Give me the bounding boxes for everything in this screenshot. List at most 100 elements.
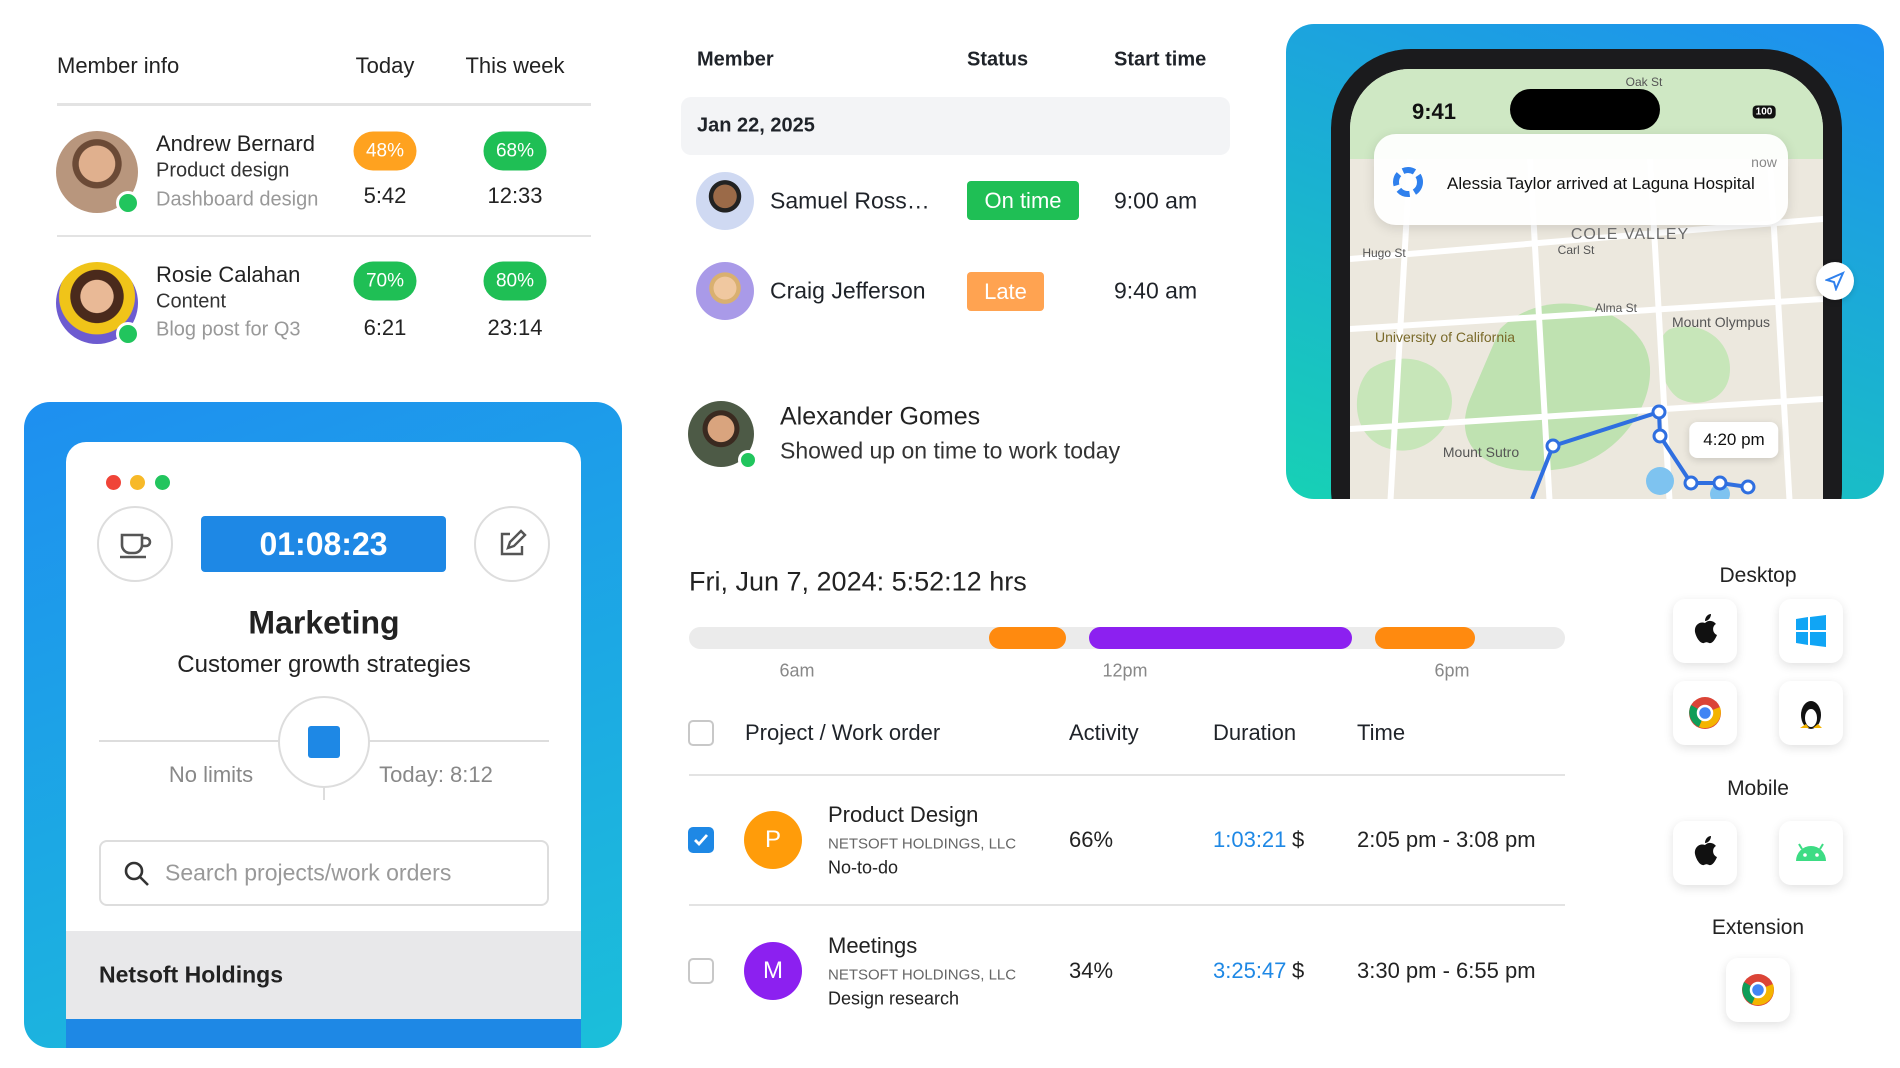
- task-name: Customer growth strategies: [177, 651, 471, 678]
- row-checkbox[interactable]: [688, 958, 714, 984]
- today-label: Today: 8:12: [379, 762, 493, 787]
- edit-icon: [500, 529, 527, 556]
- header: Duration: [1213, 720, 1297, 745]
- currency: $: [1292, 827, 1305, 852]
- eta-bubble: 4:20 pm: [1689, 422, 1779, 458]
- member-name: Rosie Calahan: [156, 262, 301, 287]
- platform-heading: Extension: [1711, 916, 1805, 939]
- activity-badge: 48%: [353, 131, 417, 171]
- stop-button[interactable]: [278, 696, 370, 788]
- map-label: Carl St: [1557, 243, 1595, 257]
- timeline-segment: [989, 627, 1066, 649]
- status-badge: On time: [967, 181, 1079, 220]
- platform-heading: Desktop: [1719, 564, 1797, 587]
- window-dot: [130, 475, 145, 490]
- online-indicator: [116, 191, 140, 215]
- company-row[interactable]: Netsoft Holdings: [66, 931, 581, 1019]
- map-label: Mount Olympus: [1671, 314, 1771, 330]
- time-value: 5:42: [363, 183, 407, 208]
- timer-window: 01:08:23 Marketing Customer growth strat…: [66, 442, 581, 1048]
- header: Member info: [57, 53, 180, 78]
- duration[interactable]: 3:25:47: [1213, 958, 1287, 983]
- date: Jan 22, 2025: [697, 114, 815, 137]
- route: [1530, 404, 1756, 499]
- activity-badge: 68%: [483, 131, 547, 171]
- map-label: Mount Sutro: [1442, 444, 1520, 460]
- android-tile[interactable]: [1779, 821, 1843, 885]
- chrome-tile[interactable]: [1673, 681, 1737, 745]
- push-notification[interactable]: Alessia Taylor arrived at Laguna Hospita…: [1374, 134, 1788, 225]
- stop-icon: [308, 726, 340, 758]
- task-name: No-to-do: [828, 857, 899, 878]
- cup-icon: [120, 533, 152, 559]
- header: Start time: [1114, 48, 1207, 71]
- member-name: Andrew Bernard: [156, 131, 315, 156]
- search-icon: [124, 861, 149, 886]
- header: Time: [1357, 720, 1406, 745]
- timer-display: 01:08:23: [201, 516, 446, 572]
- map-label: Oak St: [1625, 75, 1663, 89]
- project-initial: M: [744, 942, 802, 1000]
- header: Project / Work order: [745, 720, 941, 745]
- member-role: Content: [156, 290, 227, 313]
- status-clock: 9:41: [1411, 99, 1457, 124]
- member-name: Craig Jefferson: [770, 277, 926, 304]
- duration[interactable]: 1:03:21: [1213, 827, 1287, 852]
- break-button[interactable]: [97, 506, 173, 582]
- window-dot: [155, 475, 170, 490]
- extension-tile[interactable]: [1726, 958, 1790, 1022]
- member-role: Product design: [156, 159, 290, 182]
- company-name: NETSOFT HOLDINGS, LLC: [828, 966, 1017, 984]
- linux-tile[interactable]: [1779, 681, 1843, 745]
- timeline-tick: 12pm: [1102, 660, 1148, 681]
- start-time: 9:40 am: [1114, 277, 1198, 304]
- row-checkbox[interactable]: [688, 827, 714, 853]
- select-all-checkbox[interactable]: [688, 720, 714, 746]
- window-dot: [106, 475, 121, 490]
- notification-name: Alexander Gomes: [780, 402, 981, 431]
- avatar: [696, 262, 754, 320]
- footer-strip: [66, 1019, 581, 1048]
- header: Today: [355, 53, 415, 78]
- activity-badge: 80%: [483, 261, 547, 301]
- app-icon: [1393, 167, 1423, 197]
- notification-time: now: [1751, 154, 1777, 170]
- time-value: 12:33: [487, 183, 543, 208]
- online-indicator: [738, 450, 758, 470]
- dynamic-island: [1510, 89, 1660, 130]
- map-label: Alma St: [1594, 301, 1638, 315]
- apple-tile[interactable]: [1673, 599, 1737, 663]
- time-range: 3:30 pm - 6:55 pm: [1357, 958, 1536, 983]
- ios-tile[interactable]: [1673, 821, 1737, 885]
- timer-panel: 01:08:23 Marketing Customer growth strat…: [24, 402, 622, 1048]
- header: Activity: [1069, 720, 1139, 745]
- windows-tile[interactable]: [1779, 599, 1843, 663]
- location-panel: 9:41 100 Oak St Alessia Taylor arrived a…: [1286, 24, 1884, 499]
- check-mark: [694, 834, 709, 847]
- task-name: Design research: [828, 988, 960, 1009]
- timeline-segment: [1375, 627, 1475, 649]
- company-name: Netsoft Holdings: [99, 961, 283, 988]
- locate-button[interactable]: [1816, 262, 1854, 300]
- apple-icon: [1694, 614, 1717, 644]
- notification-text: Alessia Taylor arrived at Laguna Hospita…: [1447, 174, 1755, 193]
- time-value: 6:21: [363, 315, 407, 340]
- apple-icon: [1694, 836, 1717, 866]
- online-indicator: [116, 322, 140, 346]
- search-box[interactable]: Search projects/work orders: [99, 840, 549, 906]
- company-name: NETSOFT HOLDINGS, LLC: [828, 835, 1017, 853]
- edit-button[interactable]: [474, 506, 550, 582]
- timeline-segment: [1089, 627, 1352, 649]
- member-task: Blog post for Q3: [156, 318, 301, 341]
- activity: 66%: [1069, 827, 1114, 852]
- header: Member: [697, 48, 774, 71]
- time-value: 23:14: [487, 315, 543, 340]
- android-icon: [1796, 843, 1826, 861]
- project-name: Product Design: [828, 802, 979, 827]
- chrome-icon: [1689, 697, 1721, 729]
- activity-badge: 70%: [353, 261, 417, 301]
- header: This week: [465, 53, 565, 78]
- limit-label: No limits: [168, 762, 254, 787]
